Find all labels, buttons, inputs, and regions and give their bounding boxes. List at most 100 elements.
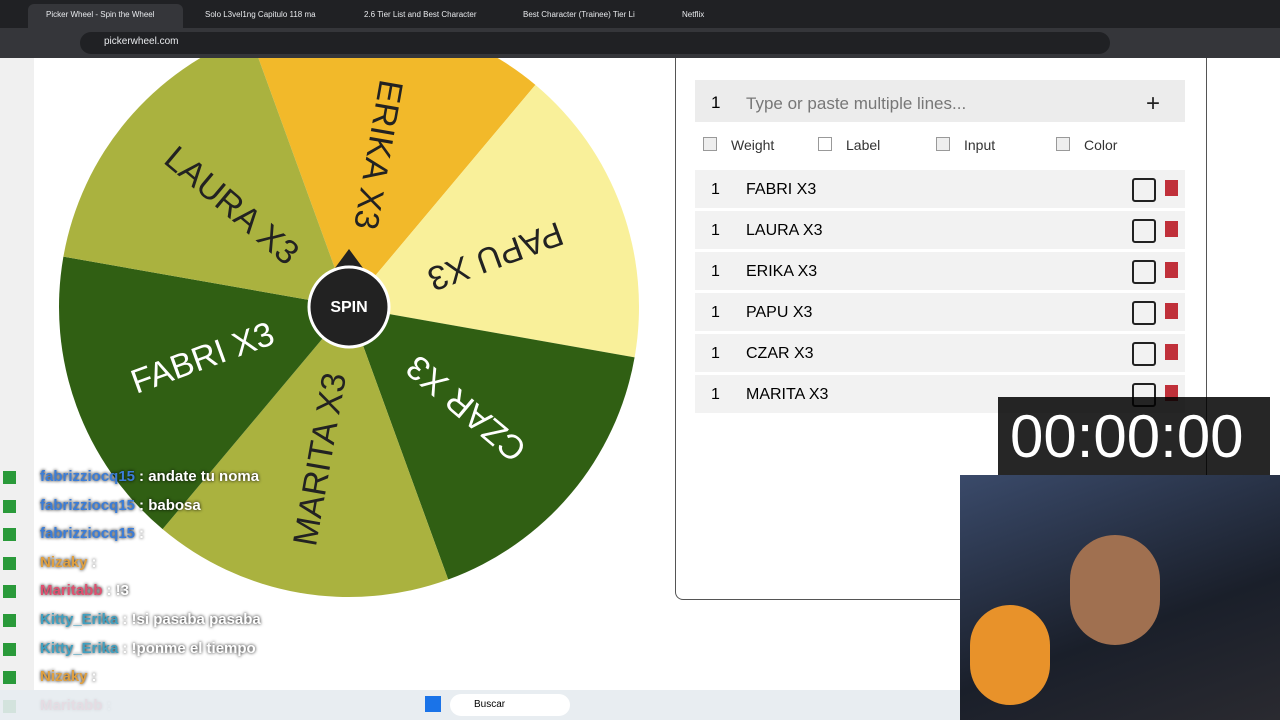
option-label: Weight xyxy=(731,137,775,153)
chat-badge xyxy=(3,671,16,685)
entry-label[interactable]: MARITA X3 xyxy=(746,386,829,403)
entry-weight: 1 xyxy=(711,304,720,321)
chat-message: : !ponme el tiempo xyxy=(122,639,256,657)
chat-badge xyxy=(3,585,16,599)
chat-user[interactable]: Kitty_Erika xyxy=(40,611,119,628)
entry-delete[interactable] xyxy=(1165,344,1178,360)
tab-title: Picker Wheel - Spin the Wheel xyxy=(46,10,155,19)
chat-user[interactable]: Kitty_Erika xyxy=(40,639,119,657)
input-count: 1 xyxy=(711,93,721,112)
add-button[interactable]: + xyxy=(1146,90,1161,117)
checkbox[interactable] xyxy=(818,137,832,151)
wheel-segment xyxy=(58,256,350,530)
chat-line: fabrizziocq15: xyxy=(40,525,144,542)
entry-toggle[interactable] xyxy=(1132,301,1156,325)
plush xyxy=(970,605,1050,705)
chat-message: : andate tu noma xyxy=(139,468,260,485)
chat-badge xyxy=(3,614,16,627)
chat-line: fabrizziocq15: andate tu noma xyxy=(40,468,259,485)
tab[interactable]: Picker Wheel - Spin the Wheel xyxy=(28,4,183,28)
tab-strip: Picker Wheel - Spin the Wheel Solo L3vel1… xyxy=(0,0,1280,28)
address-bar[interactable] xyxy=(80,32,1110,54)
entry-toggle[interactable] xyxy=(1132,342,1156,366)
chat-message: : xyxy=(91,553,97,571)
tab-title: Solo L3vel1ng Capitulo 118 ma xyxy=(205,10,316,19)
chat-message: : babosa xyxy=(139,496,201,514)
entry-label[interactable]: PAPU X3 xyxy=(746,304,813,321)
wheel-segment xyxy=(349,307,635,580)
entry-label[interactable]: ERIKA X3 xyxy=(746,263,818,280)
entry-delete[interactable] xyxy=(1165,221,1178,237)
timer: 00:00:00 xyxy=(1010,403,1244,470)
chat-badge xyxy=(3,499,16,513)
option-label: Label xyxy=(846,137,881,153)
sidebar xyxy=(0,58,34,690)
chat-user[interactable]: fabrizziocq15 xyxy=(40,496,136,514)
entry-delete[interactable] xyxy=(1165,303,1178,319)
entry-row xyxy=(695,334,1185,372)
input-placeholder[interactable]: Type or paste multiple lines... xyxy=(746,94,967,113)
taskbar: Buscar xyxy=(0,690,960,720)
chat-user[interactable]: Nizaky xyxy=(40,553,88,571)
tab[interactable]: Best Character (Trainee) Tier Li xyxy=(505,4,660,28)
entry-row xyxy=(695,252,1185,290)
entry-row xyxy=(695,211,1185,249)
timer-box xyxy=(998,397,1270,475)
chat-user[interactable]: fabrizziocq15 xyxy=(40,525,136,543)
entry-weight: 1 xyxy=(711,181,720,198)
entry-toggle[interactable] xyxy=(1132,260,1156,284)
panel: 1 Type or paste multiple lines... + Weig… xyxy=(675,58,1207,600)
wheel-segment xyxy=(162,307,449,597)
entry-weight: 1 xyxy=(711,263,720,280)
chat-message: : xyxy=(139,525,145,543)
entry-toggle[interactable] xyxy=(1132,178,1156,202)
chat-badge xyxy=(3,556,16,570)
chat-line: Maritabb: !3 xyxy=(40,582,129,599)
chat-badge xyxy=(3,642,16,656)
spin-button[interactable] xyxy=(307,265,391,349)
entry-label[interactable]: CZAR X3 xyxy=(746,345,814,362)
tab-title: Netflix xyxy=(682,10,705,19)
entry-toggle[interactable] xyxy=(1132,219,1156,243)
chat-message: : xyxy=(91,668,97,686)
tab[interactable]: 2.6 Tier List and Best Character xyxy=(346,4,501,28)
chat-user[interactable]: Nizaky xyxy=(40,668,88,686)
entry-weight: 1 xyxy=(711,386,720,403)
entry-row xyxy=(695,170,1185,208)
person xyxy=(1070,535,1160,645)
checkbox[interactable] xyxy=(1056,137,1070,151)
webcam xyxy=(960,475,1280,720)
chat-user[interactable]: fabrizziocq15 xyxy=(40,468,136,485)
url: pickerwheel.com xyxy=(104,36,179,47)
chat-badge xyxy=(3,471,16,484)
tab[interactable]: Solo L3vel1ng Capitulo 118 ma xyxy=(187,4,342,28)
tab-title: Best Character (Trainee) Tier Li xyxy=(523,10,635,19)
entry-row xyxy=(695,293,1185,331)
chat-message: : !3 xyxy=(106,582,130,600)
chat-line: Nizaky: xyxy=(40,668,97,685)
checkbox[interactable] xyxy=(936,137,950,151)
wheel-segment xyxy=(63,58,349,307)
entry-weight: 1 xyxy=(711,345,720,362)
option-label: Input xyxy=(964,137,996,153)
entry-label[interactable]: LAURA X3 xyxy=(746,222,823,239)
entry-delete[interactable] xyxy=(1165,180,1178,196)
search-box[interactable] xyxy=(450,694,570,716)
input-row[interactable] xyxy=(695,80,1185,122)
chat-line: Kitty_Erika: !si pasaba pasaba xyxy=(40,611,261,628)
spin-label: SPIN xyxy=(330,299,367,316)
wheel-segment xyxy=(258,58,536,307)
entry-delete[interactable] xyxy=(1165,262,1178,278)
start-button[interactable] xyxy=(425,696,441,712)
tab[interactable]: Netflix xyxy=(664,4,819,28)
entry-label[interactable]: FABRI X3 xyxy=(746,181,817,198)
option-label: Color xyxy=(1084,137,1118,153)
checkbox[interactable] xyxy=(703,137,717,151)
chat-badge xyxy=(3,528,16,542)
tab-title: 2.6 Tier List and Best Character xyxy=(364,10,477,19)
chat-user[interactable]: Maritabb xyxy=(40,582,103,600)
chat-line: Kitty_Erika: !ponme el tiempo xyxy=(40,640,256,657)
chat-line: fabrizziocq15: babosa xyxy=(40,497,201,514)
